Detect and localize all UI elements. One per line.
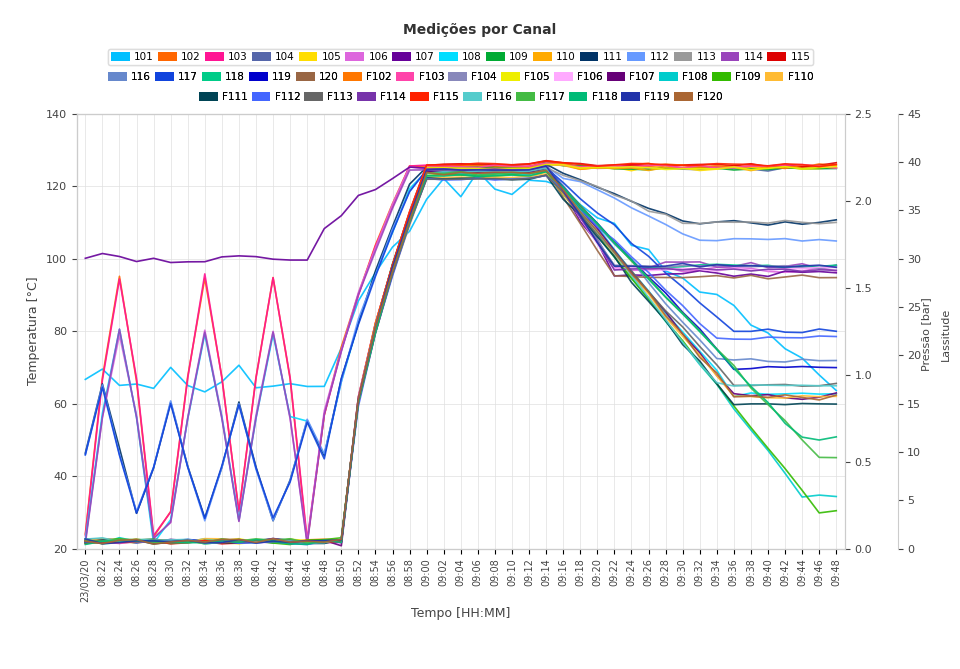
Text: Medições por Canal: Medições por Canal <box>403 23 557 37</box>
Text: Lassitude: Lassitude <box>941 308 950 361</box>
X-axis label: Tempo [HH:MM]: Tempo [HH:MM] <box>411 607 511 620</box>
Legend: F111, F112, F113, F114, F115, F116, F117, F118, F119, F120: F111, F112, F113, F114, F115, F116, F117… <box>196 89 726 105</box>
Text: Pressão [bar]: Pressão [bar] <box>922 298 931 371</box>
Legend: 101, 102, 103, 104, 105, 106, 107, 108, 109, 110, 111, 112, 113, 114, 115: 101, 102, 103, 104, 105, 106, 107, 108, … <box>108 49 813 65</box>
Legend: 116, 117, 118, 119, 120, F102, F103, F104, F105, F106, F107, F108, F109, F110: 116, 117, 118, 119, 120, F102, F103, F10… <box>106 69 816 85</box>
Y-axis label: Temperatura [°C]: Temperatura [°C] <box>28 277 40 385</box>
